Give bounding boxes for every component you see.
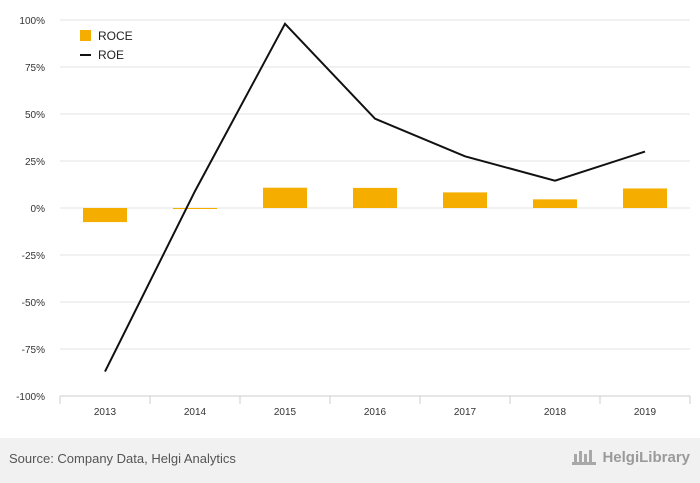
- roce-bar: [173, 208, 217, 209]
- roce-bar: [353, 187, 397, 208]
- roce-bar: [623, 188, 667, 208]
- legend-roe-label: ROE: [98, 48, 124, 62]
- y-tick-label: 100%: [19, 16, 45, 27]
- x-axis-ticks: 2013 2014 2015 2016 2017 2018 2019: [59, 396, 691, 418]
- y-tick-label: -25%: [22, 251, 45, 262]
- footer: Source: Company Data, Helgi Analytics He…: [0, 438, 700, 483]
- y-tick-label: 75%: [25, 63, 45, 74]
- y-tick-label: -100%: [16, 392, 45, 403]
- library-icon: [572, 450, 597, 465]
- legend-roce-label: ROCE: [98, 29, 133, 43]
- roce-bars: [83, 187, 667, 223]
- legend-roce-swatch: [80, 30, 91, 41]
- roce-bar: [443, 192, 487, 208]
- x-tick-label: 2016: [364, 407, 387, 418]
- roce-bar: [83, 208, 127, 223]
- y-tick-label: 50%: [25, 110, 45, 121]
- x-tick-label: 2014: [184, 407, 207, 418]
- roce-bar: [263, 187, 307, 208]
- x-tick-label: 2019: [634, 407, 657, 418]
- y-tick-label: -75%: [22, 345, 45, 356]
- legend: ROCE ROE: [80, 29, 133, 62]
- roe-line: [104, 22, 646, 373]
- y-tick-label: 25%: [25, 157, 45, 168]
- brand-name: HelgiLibrary: [602, 448, 690, 466]
- y-axis-ticks: 100% 75% 50% 25% 0% -25% -50% -75% -100%: [16, 16, 45, 403]
- x-tick-label: 2017: [454, 407, 477, 418]
- y-tick-label: 0%: [31, 204, 46, 215]
- roce-bar: [533, 199, 577, 208]
- y-tick-label: -50%: [22, 298, 45, 309]
- x-tick-label: 2018: [544, 407, 567, 418]
- chart: 100%75%50%25%0%-25%-50%-75%-100% 2013 201…: [16, 16, 691, 418]
- brand-logo[interactable]: HelgiLibrary: [570, 446, 690, 468]
- source-text: Source: Company Data, Helgi Analytics: [9, 451, 236, 466]
- x-tick-label: 2013: [94, 407, 117, 418]
- x-tick-label: 2015: [274, 407, 297, 418]
